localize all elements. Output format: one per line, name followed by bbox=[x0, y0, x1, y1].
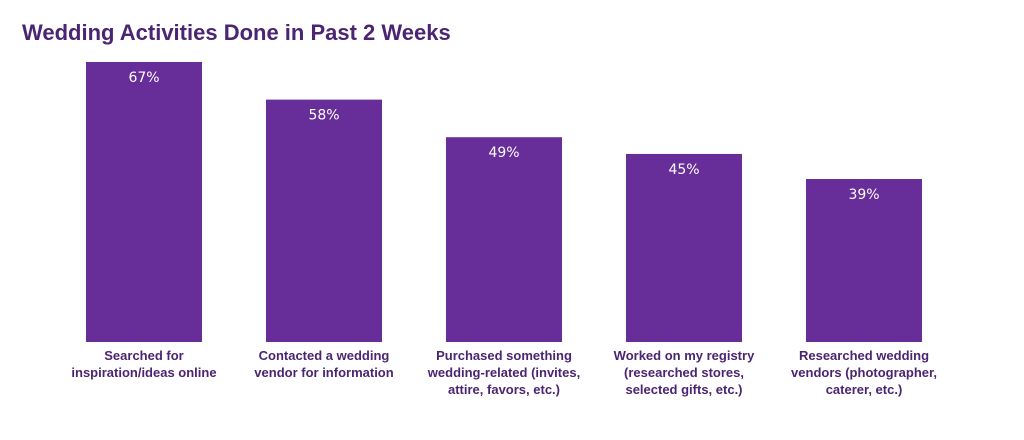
category-label-line: vendors (photographer, bbox=[791, 365, 937, 380]
category-label-line: attire, favors, etc.) bbox=[448, 382, 560, 397]
chart-title: Wedding Activities Done in Past 2 Weeks bbox=[22, 20, 451, 45]
bar-value-label-5: 39% bbox=[848, 187, 879, 203]
category-label-line: Worked on my registry bbox=[614, 348, 755, 363]
bar-1 bbox=[86, 62, 202, 342]
category-label-1: Searched for inspiration/ideas online bbox=[71, 348, 216, 380]
category-label-5: Researched wedding vendors (photographer,… bbox=[791, 348, 937, 397]
bar-value-label-1: 67% bbox=[128, 70, 159, 86]
category-label-line: wedding-related (invites, bbox=[427, 365, 580, 380]
bar-value-label-3: 49% bbox=[488, 145, 519, 161]
bar-5 bbox=[806, 179, 922, 342]
category-label-line: Searched for bbox=[104, 348, 183, 363]
bar-4 bbox=[626, 153, 742, 342]
category-label-line: vendor for information bbox=[254, 365, 393, 380]
bar-value-label-2: 58% bbox=[308, 108, 339, 124]
category-label-4: Worked on my registry (researched stores,… bbox=[614, 348, 755, 397]
category-label-line: inspiration/ideas online bbox=[71, 365, 216, 380]
category-label-line: (researched stores, bbox=[624, 365, 744, 380]
category-label-line: Purchased something bbox=[436, 348, 572, 363]
category-label-line: caterer, etc.) bbox=[826, 382, 903, 397]
category-label-3: Purchased something wedding-related (invi… bbox=[427, 348, 580, 397]
bar-3 bbox=[446, 137, 562, 342]
category-label-line: Contacted a wedding bbox=[259, 348, 390, 363]
category-label-line: Researched wedding bbox=[799, 348, 929, 363]
category-label-line: selected gifts, etc.) bbox=[625, 382, 742, 397]
category-label-2: Contacted a wedding vendor for informatio… bbox=[254, 348, 393, 380]
bar-2 bbox=[266, 99, 382, 342]
bar-value-label-4: 45% bbox=[668, 162, 699, 178]
